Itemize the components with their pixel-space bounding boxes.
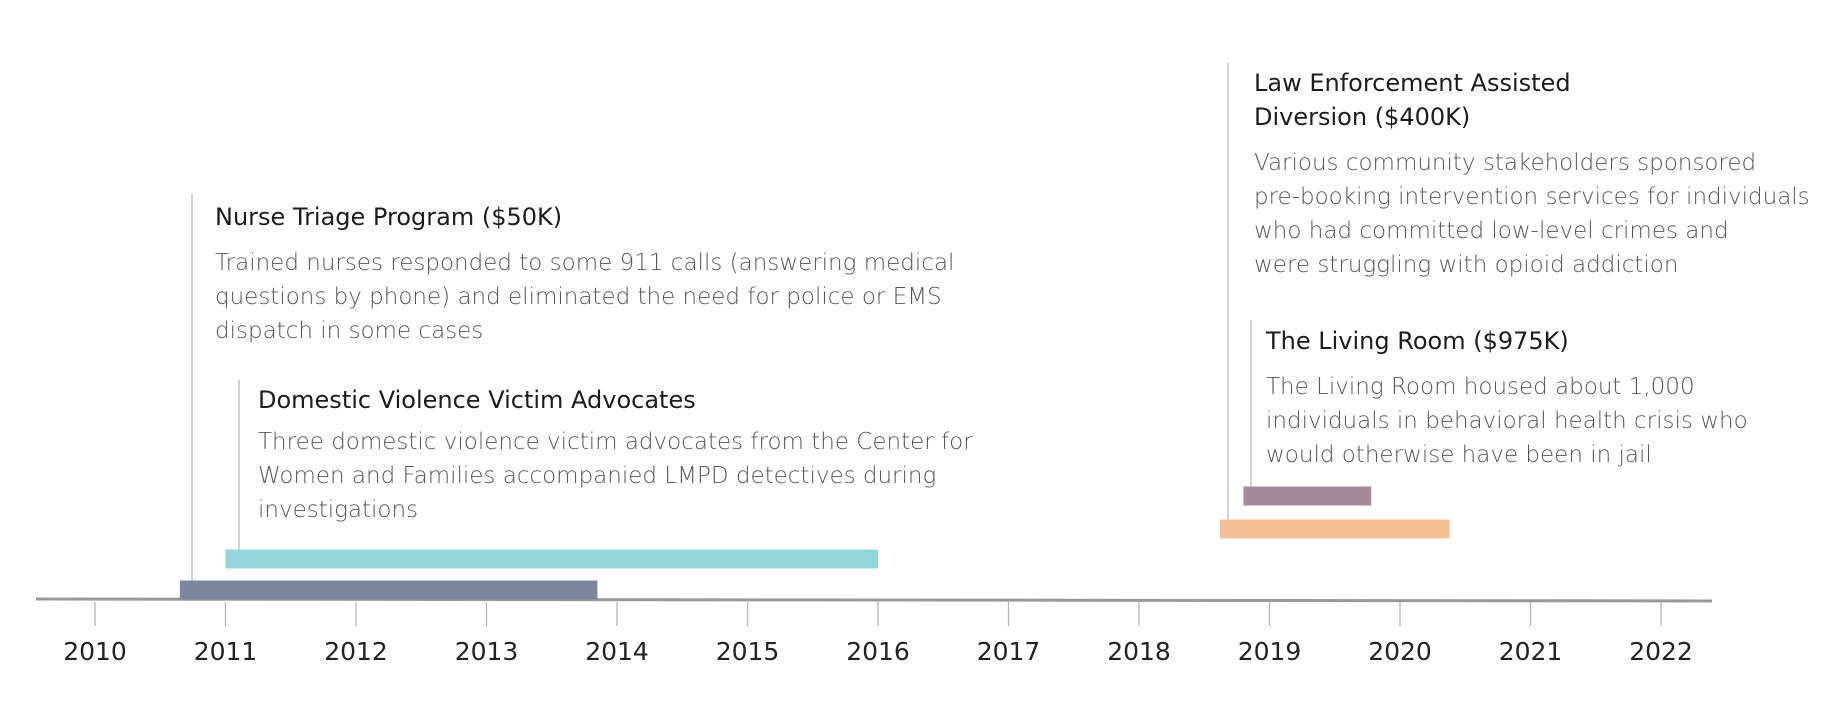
nurse-triage-bar xyxy=(179,580,598,600)
lead-description: who had committed low-level crimes and xyxy=(1254,218,1729,244)
lead-title: Law Enforcement Assisted xyxy=(1254,69,1571,97)
lead-description: pre-booking intervention services for in… xyxy=(1254,184,1810,210)
x-tick-label: 2017 xyxy=(977,637,1041,666)
nurse-triage-description: dispatch in some cases xyxy=(215,318,483,344)
living-room-title: The Living Room ($975K) xyxy=(1265,327,1569,355)
domestic-violence-description: investigations xyxy=(258,497,418,523)
lead-title: Diversion ($400K) xyxy=(1254,103,1470,131)
x-tick-label: 2016 xyxy=(846,637,910,666)
x-tick-label: 2013 xyxy=(455,637,519,666)
x-tick-label: 2019 xyxy=(1238,637,1302,666)
living-room-description: individuals in behavioral health crisis … xyxy=(1266,408,1748,434)
x-tick-label: 2014 xyxy=(585,637,649,666)
x-tick-label: 2015 xyxy=(716,637,780,666)
nurse-triage-title: Nurse Triage Program ($50K) xyxy=(215,203,562,231)
domestic-violence-title: Domestic Violence Victim Advocates xyxy=(258,386,696,414)
living-room-description: would otherwise have been in jail xyxy=(1266,442,1652,468)
nurse-triage-description: questions by phone) and eliminated the n… xyxy=(215,284,942,310)
x-tick-label: 2020 xyxy=(1368,637,1432,666)
domestic-violence-description: Women and Families accompanied LMPD dete… xyxy=(258,463,936,489)
living-room-description: The Living Room housed about 1,000 xyxy=(1266,374,1695,400)
x-tick-label: 2012 xyxy=(324,637,388,666)
x-tick-label: 2010 xyxy=(63,637,127,666)
x-tick-label: 2011 xyxy=(194,637,258,666)
lead-bar xyxy=(1219,519,1450,539)
x-tick-label: 2022 xyxy=(1629,637,1693,666)
living-room-bar xyxy=(1243,486,1372,506)
lead-description: Various community stakeholders sponsored xyxy=(1254,150,1756,176)
lead-description: were struggling with opioid addiction xyxy=(1254,252,1678,278)
x-tick-label: 2021 xyxy=(1499,637,1563,666)
nurse-triage-description: Trained nurses responded to some 911 cal… xyxy=(215,250,954,276)
domestic-violence-description: Three domestic violence victim advocates… xyxy=(258,429,973,455)
x-tick-label: 2018 xyxy=(1107,637,1171,666)
domestic-violence-bar xyxy=(225,549,878,569)
